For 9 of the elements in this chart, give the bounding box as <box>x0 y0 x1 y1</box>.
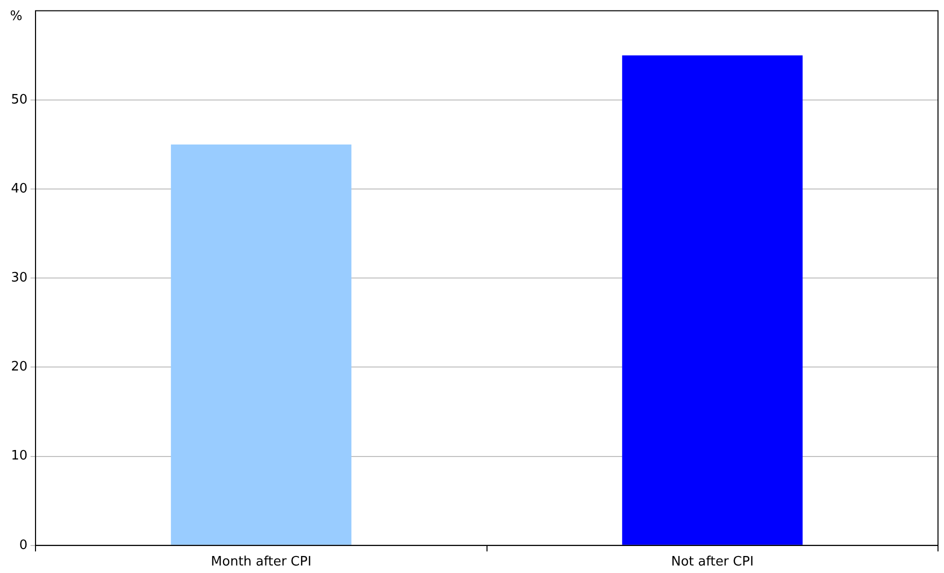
y-axis-title: % <box>10 8 22 24</box>
y-tick-label: 20 <box>10 360 28 375</box>
x-tick-label: Month after CPI <box>210 554 312 570</box>
y-tick-label: 40 <box>10 181 28 196</box>
y-tick-label: 10 <box>10 448 28 464</box>
x-tick-label: Not after CPI <box>671 554 754 570</box>
y-tick-label: 50 <box>10 92 28 108</box>
y-tick-label: 0 <box>19 538 28 553</box>
y-tick-label: 30 <box>10 270 28 286</box>
